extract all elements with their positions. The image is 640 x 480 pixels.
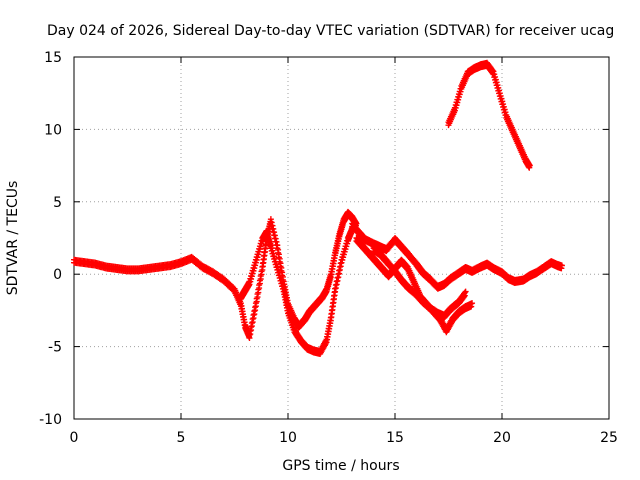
- y-tick-label: -10: [39, 412, 62, 428]
- data-point-marker: [255, 251, 262, 258]
- series-track-e: [370, 245, 469, 321]
- y-tick-label: 10: [44, 122, 62, 138]
- data-point-marker: [246, 281, 253, 288]
- data-point-marker: [333, 281, 340, 288]
- data-point-marker: [558, 262, 565, 269]
- data-point-marker: [257, 243, 264, 250]
- data-point-marker: [332, 288, 339, 295]
- data-point-marker: [253, 257, 260, 264]
- data-point-marker: [252, 303, 259, 310]
- data-point-marker: [462, 288, 469, 295]
- data-point-marker: [256, 280, 263, 287]
- data-point-marker: [255, 289, 262, 296]
- data-point-marker: [336, 270, 343, 277]
- data-point-marker: [250, 315, 257, 322]
- data-point-marker: [256, 285, 263, 292]
- data-point-marker: [336, 266, 343, 273]
- data-point-marker: [455, 96, 462, 103]
- data-point-marker: [253, 298, 260, 305]
- data-point-marker: [340, 251, 347, 258]
- x-tick-label: 10: [279, 430, 297, 446]
- x-tick-label: 0: [70, 430, 79, 446]
- data-point-marker: [248, 323, 255, 330]
- x-tick-label: 20: [493, 430, 511, 446]
- series-track-f: [445, 59, 533, 171]
- data-point-marker: [526, 162, 533, 169]
- data-point-marker: [250, 267, 257, 274]
- data-point-marker: [341, 248, 348, 255]
- data-point-marker: [248, 276, 255, 283]
- data-point-marker: [456, 91, 463, 98]
- data-point-marker: [254, 254, 261, 261]
- data-point-marker: [248, 273, 255, 280]
- data-point-marker: [454, 99, 461, 106]
- data-point-marker: [249, 319, 256, 326]
- data-point-marker: [451, 107, 458, 114]
- data-point-marker: [452, 104, 459, 111]
- x-tick-label: 15: [386, 430, 404, 446]
- y-tick-label: 0: [53, 267, 62, 283]
- data-point-marker: [469, 300, 476, 307]
- axis-ticks: 0 5 10 15 20 25 -10 -5 0 5 10 15: [39, 50, 618, 446]
- data-point-marker: [343, 243, 350, 250]
- series-track-a: [71, 208, 360, 342]
- data-point-marker: [339, 257, 346, 264]
- data-point-marker: [461, 293, 468, 300]
- data-point-marker: [247, 331, 254, 338]
- data-point-marker: [340, 254, 347, 261]
- data-point-marker: [453, 102, 460, 109]
- data-point-marker: [455, 94, 462, 101]
- data-point-marker: [258, 271, 265, 278]
- data-point-marker: [344, 240, 351, 247]
- data-point-marker: [251, 311, 258, 318]
- data-point-marker: [258, 240, 265, 247]
- data-point-marker: [256, 248, 263, 255]
- grid: [74, 57, 609, 419]
- data-point-marker: [332, 285, 339, 292]
- data-point-marker: [248, 327, 255, 334]
- data-point-marker: [252, 262, 259, 269]
- series-track-d: [353, 235, 476, 336]
- data-point-marker: [252, 307, 259, 314]
- data-marks: [71, 59, 565, 357]
- data-point-marker: [256, 246, 263, 253]
- chart-title: Day 024 of 2026, Sidereal Day-to-day VTE…: [47, 23, 614, 39]
- data-point-marker: [247, 278, 254, 285]
- data-point-marker: [334, 277, 341, 284]
- data-point-marker: [468, 303, 475, 310]
- data-point-marker: [338, 259, 345, 266]
- y-tick-label: -5: [48, 340, 62, 356]
- data-point-marker: [257, 276, 264, 283]
- data-point-marker: [461, 292, 468, 299]
- data-point-marker: [251, 265, 258, 272]
- data-point-marker: [335, 274, 342, 281]
- data-point-marker: [246, 335, 253, 342]
- y-axis-label: SDTVAR / TECUs: [5, 181, 21, 296]
- data-point-marker: [457, 88, 464, 95]
- x-axis-label: GPS time / hours: [282, 458, 399, 474]
- y-tick-label: 5: [53, 195, 62, 211]
- y-tick-label: 15: [44, 50, 62, 66]
- data-point-marker: [337, 263, 344, 270]
- x-tick-label: 5: [177, 430, 186, 446]
- x-tick-label: 25: [600, 430, 618, 446]
- data-point-marker: [252, 259, 259, 266]
- data-point-marker: [249, 270, 256, 277]
- data-point-marker: [254, 294, 261, 301]
- plot-frame: [73, 56, 610, 420]
- data-point-marker: [342, 246, 349, 253]
- series-track-c: [349, 220, 565, 292]
- series-track-b: [237, 224, 356, 357]
